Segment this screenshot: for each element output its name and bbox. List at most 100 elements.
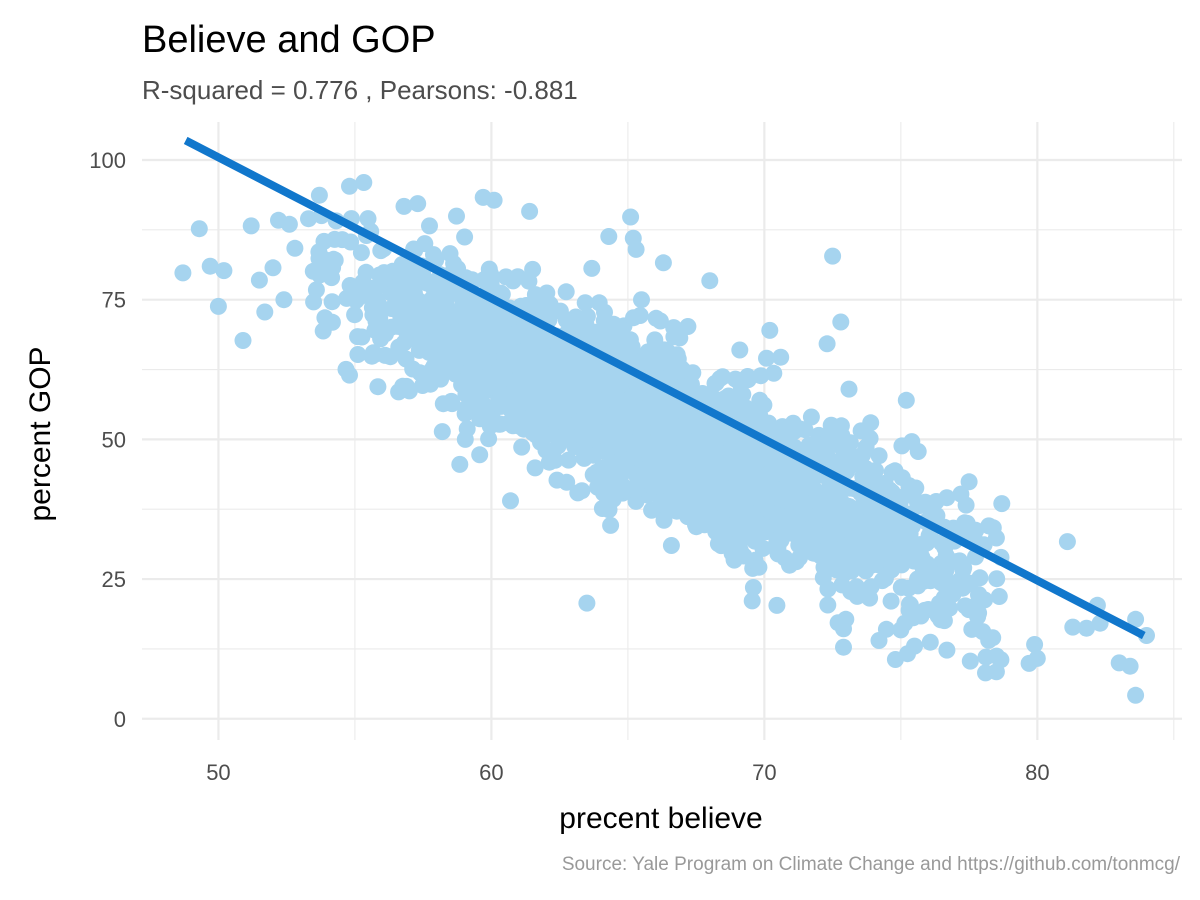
scatter-point <box>493 357 510 375</box>
scatter-point <box>913 549 931 567</box>
scatter-point <box>627 481 645 499</box>
scatter-point <box>835 620 852 638</box>
scatter-point <box>275 291 293 309</box>
scatter-point <box>761 321 779 339</box>
scatter-point <box>862 414 880 432</box>
scatter-point <box>623 338 641 356</box>
scatter-point <box>583 383 601 401</box>
scatter-point <box>580 428 598 446</box>
y-tick-label: 25 <box>102 567 126 592</box>
scatter-point <box>633 291 650 309</box>
scatter-point <box>448 207 465 225</box>
scatter-point <box>310 186 328 204</box>
scatter-point <box>911 536 928 554</box>
scatter-point <box>578 594 596 612</box>
scatter-point <box>824 247 842 265</box>
scatter-point <box>734 386 752 403</box>
scatter-point <box>988 647 1006 665</box>
scatter-point <box>765 364 783 382</box>
scatter-point <box>441 245 459 263</box>
scatter-point <box>600 228 618 245</box>
y-tick-label: 75 <box>102 288 126 313</box>
scatter-point <box>960 473 978 491</box>
scatter-point <box>627 240 645 258</box>
scatter-point <box>990 588 1008 605</box>
scatter-point <box>341 177 358 195</box>
scatter-point <box>665 319 683 337</box>
scatter-point <box>757 447 775 465</box>
scatter-point <box>709 535 727 553</box>
scatter-point <box>712 481 730 499</box>
scatter-point <box>757 418 775 436</box>
scatter-point <box>634 420 652 438</box>
scatter-point <box>951 552 969 570</box>
scatter-point <box>521 202 539 220</box>
scatter-point <box>576 294 594 312</box>
scatter-point <box>521 389 539 407</box>
scatter-point <box>390 383 408 401</box>
chart-caption: Source: Yale Program on Climate Change a… <box>562 854 1181 875</box>
scatter-point <box>988 570 1006 588</box>
scatter-point <box>936 567 953 585</box>
scatter-point <box>843 562 861 580</box>
scatter-point <box>1127 686 1145 704</box>
scatter-point <box>551 302 569 320</box>
scatter-point <box>418 336 435 354</box>
scatter-point <box>174 264 192 282</box>
scatter-point <box>417 271 435 289</box>
scatter-point <box>531 418 549 436</box>
scatter-point <box>897 391 915 409</box>
scatter-point <box>1058 533 1076 551</box>
scatter-point <box>678 505 696 523</box>
scatter-point <box>818 335 836 353</box>
scatter-point <box>435 307 453 324</box>
scatter-point <box>366 321 384 339</box>
scatter-point <box>316 309 334 327</box>
scatter-point <box>731 477 749 495</box>
scatter-point <box>706 390 724 408</box>
scatter-point <box>549 385 567 403</box>
scatter-point <box>993 495 1011 513</box>
y-axis-title: percent GOP <box>24 346 57 521</box>
scatter-point <box>882 592 900 610</box>
scatter-point <box>347 292 365 309</box>
scatter-point <box>815 558 833 576</box>
scatter-point <box>857 438 875 456</box>
scatter-point <box>280 215 298 233</box>
scatter-point <box>326 230 344 248</box>
scatter-point <box>873 572 891 590</box>
scatter-point <box>447 284 465 302</box>
scatter-point <box>683 415 701 433</box>
scatter-point <box>485 191 503 209</box>
scatter-point <box>654 254 672 272</box>
scatter-point <box>495 325 513 343</box>
scatter-point <box>307 281 325 299</box>
scatter-point <box>642 408 660 425</box>
scatter-point <box>886 651 904 668</box>
scatter-point <box>662 537 680 554</box>
scatter-point <box>682 375 700 393</box>
scatter-point <box>341 366 358 384</box>
scatter-point <box>829 549 847 567</box>
x-axis-title: precent believe <box>559 802 762 835</box>
scatter-point <box>974 623 992 641</box>
scatter-point <box>789 461 807 479</box>
scatter-point <box>718 497 736 514</box>
scatter-point <box>349 346 367 363</box>
scatter-point <box>264 259 282 277</box>
scatter-point <box>629 378 647 396</box>
scatter-point <box>353 328 371 346</box>
scatter-point <box>659 492 677 510</box>
scatter-point <box>1127 610 1145 628</box>
x-tick-label: 50 <box>206 760 230 785</box>
scatter-point <box>526 459 544 477</box>
scatter-point <box>478 314 496 332</box>
scatter-point <box>368 291 386 309</box>
scatter-point <box>893 578 911 596</box>
scatter-point <box>369 378 387 396</box>
scatter-point <box>870 447 888 465</box>
scatter-point <box>256 303 274 321</box>
scatter-point <box>919 601 937 618</box>
scatter-point <box>769 545 787 563</box>
scatter-point <box>886 462 904 480</box>
